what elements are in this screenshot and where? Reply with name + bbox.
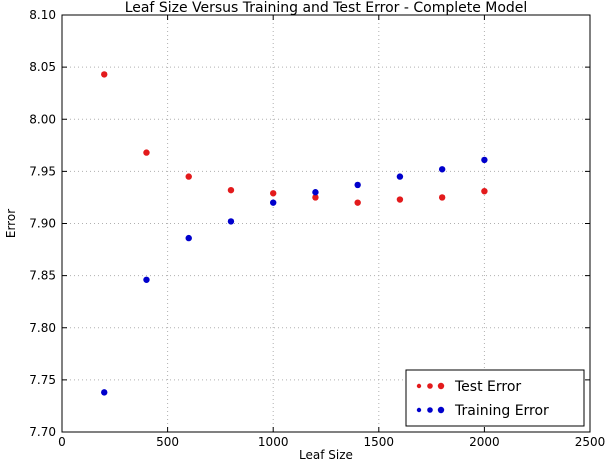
test-error-point <box>481 187 488 195</box>
y-tick-label: 7.90 <box>29 217 56 231</box>
legend-box <box>405 369 585 427</box>
y-tick-label: 7.80 <box>29 321 56 335</box>
test-error-point <box>185 173 192 180</box>
legend-test-error-marker <box>416 383 422 389</box>
legend-training-error-marker <box>416 407 422 413</box>
axis-ticks <box>61 14 591 433</box>
x-tick-label: 2500 <box>575 435 606 449</box>
training-error-point <box>312 189 319 196</box>
legend: Test Error Training Error <box>405 369 585 427</box>
x-tick-label: 2000 <box>469 435 500 449</box>
legend-training-error-marker <box>437 406 445 414</box>
y-tick-label: 7.75 <box>29 373 56 387</box>
test-error-point <box>312 194 319 201</box>
data-points <box>101 71 488 396</box>
legend-test-error-label: Test Error <box>454 379 521 395</box>
training-error-point <box>185 234 192 242</box>
training-error-point <box>227 218 235 225</box>
x-axis-tick-labels: 0 500 1000 1500 2000 2500 <box>58 435 605 449</box>
training-error-point <box>396 173 404 180</box>
test-error-point <box>227 186 235 194</box>
training-error-point <box>143 276 150 283</box>
test-error-point <box>270 190 277 197</box>
training-error-point <box>270 199 277 206</box>
chart-title: Leaf Size Versus Training and Test Error… <box>125 0 528 16</box>
test-error-point <box>438 194 446 201</box>
legend-test-error-marker <box>427 383 433 389</box>
y-tick-label: 7.85 <box>29 269 56 283</box>
test-error-point <box>101 71 108 78</box>
training-error-point <box>481 156 488 164</box>
legend-training-error-marker <box>427 407 433 413</box>
y-axis-tick-labels: 7.70 7.75 7.80 7.85 7.90 7.95 8.00 8.05 8.10 <box>29 8 56 439</box>
training-error-point <box>438 166 446 173</box>
y-tick-label: 8.05 <box>29 60 56 74</box>
training-error-point <box>101 389 108 396</box>
grid-lines <box>62 15 590 432</box>
y-tick-label: 7.70 <box>29 425 56 439</box>
test-error-point <box>396 196 404 203</box>
x-tick-label: 1000 <box>258 435 289 449</box>
y-tick-label: 8.00 <box>29 112 56 126</box>
y-tick-label: 7.95 <box>29 164 56 178</box>
y-tick-label: 8.10 <box>29 8 56 22</box>
training-error-point <box>354 181 361 189</box>
legend-test-error-marker <box>437 382 445 390</box>
test-error-point <box>143 149 150 156</box>
x-tick-label: 500 <box>156 435 179 449</box>
test-error-point <box>354 199 361 206</box>
x-tick-label: 0 <box>58 435 66 449</box>
legend-training-error-label: Training Error <box>454 403 549 419</box>
x-axis-label: Leaf Size <box>299 448 353 462</box>
x-tick-label: 1500 <box>364 435 395 449</box>
y-axis-label: Error <box>4 209 18 238</box>
